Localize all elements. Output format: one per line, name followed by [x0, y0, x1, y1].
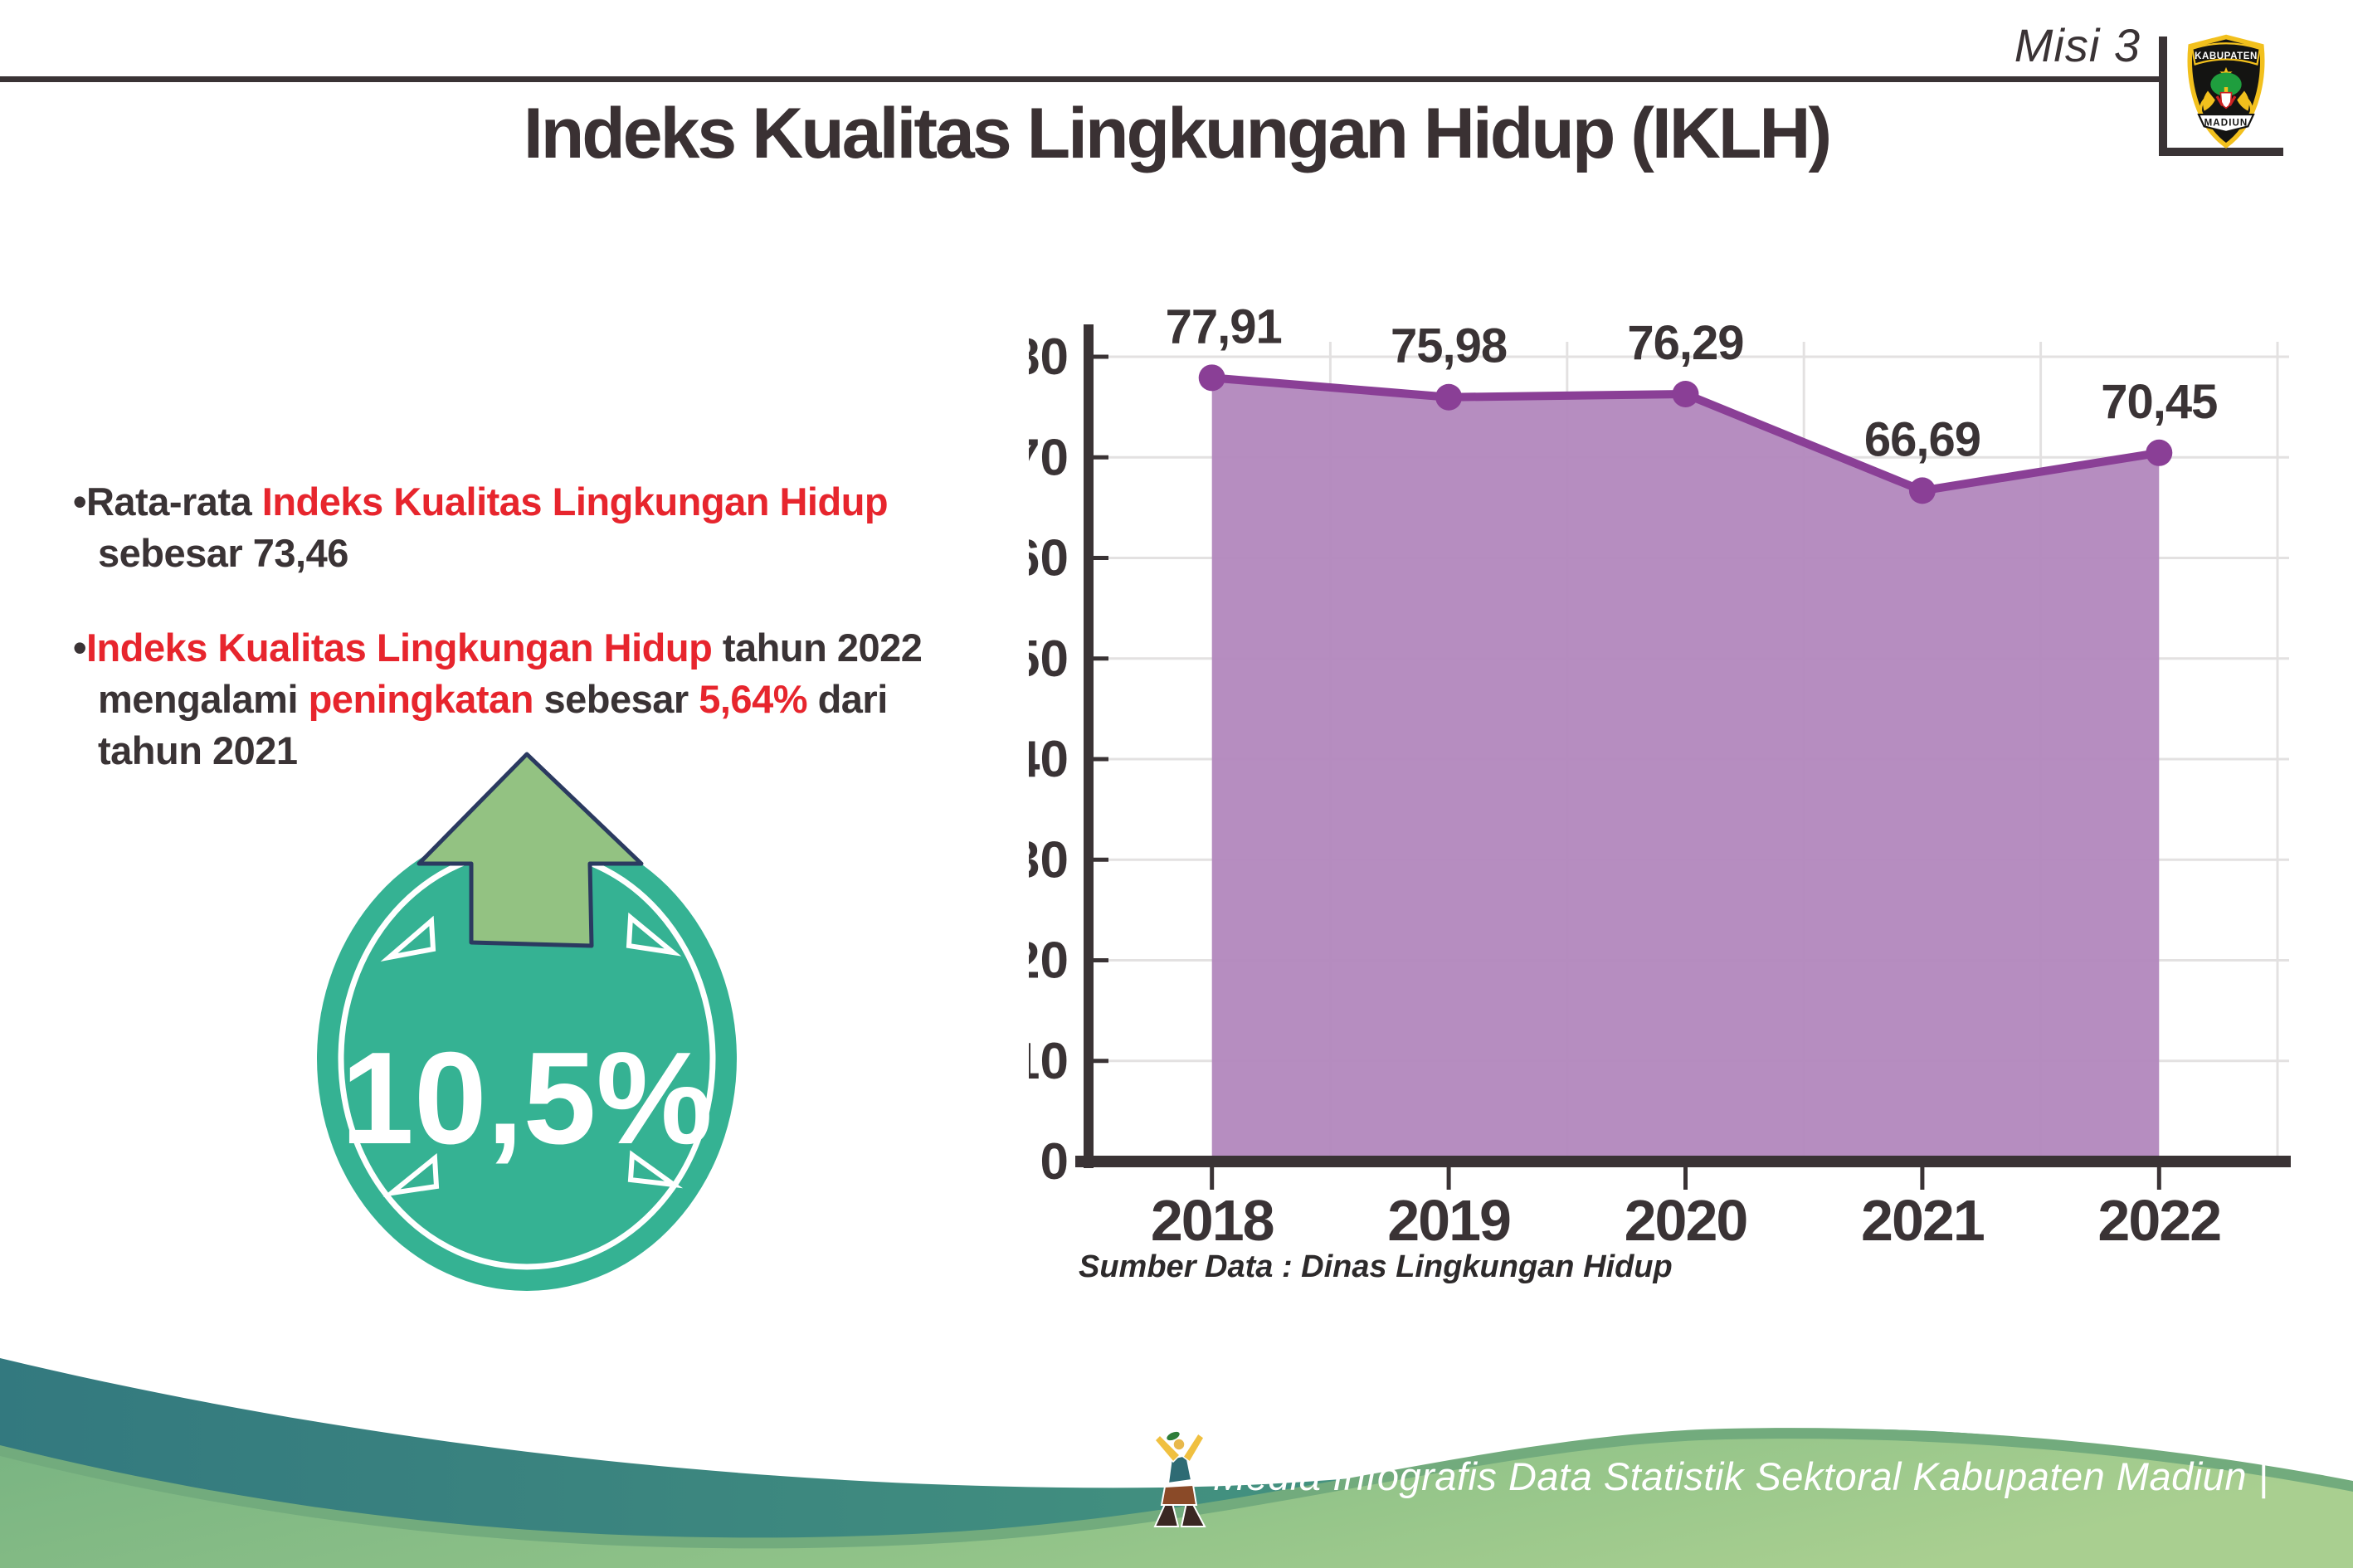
- badge-value: 10,5%: [341, 1025, 713, 1171]
- bullet-item-increase: •Indeks Kualitas Lingkungan Hidup tahun …: [73, 622, 990, 777]
- text-segment: peningkatan: [308, 677, 534, 722]
- kabupaten-madiun-logo-icon: KABUPATEN MADIUN: [2187, 34, 2265, 149]
- text-segment: tahun 2022 mengalami: [98, 626, 923, 722]
- text-segment: sebesar 73,46: [98, 531, 348, 576]
- text-segment: Indeks Kualitas Lingkungan Hidup: [85, 626, 713, 670]
- svg-text:76,29: 76,29: [1627, 316, 1743, 370]
- page-title: Indeks Kualitas Lingkungan Hidup (IKLH): [523, 94, 1832, 173]
- svg-text:40: 40: [1029, 731, 1069, 788]
- bullet-item-average: •Rata-rata Indeks Kualitas Lingkungan Hi…: [73, 476, 990, 579]
- svg-text:2019: 2019: [1387, 1188, 1510, 1253]
- misi-label: Misi 3: [2014, 19, 2141, 71]
- up-arrow-icon: [417, 752, 644, 948]
- text-segment: 5,64%: [699, 677, 808, 722]
- footer-wave: [0, 1358, 2353, 1568]
- svg-text:60: 60: [1029, 530, 1069, 587]
- svg-text:2018: 2018: [1151, 1188, 1274, 1253]
- svg-text:77,91: 77,91: [1166, 299, 1282, 353]
- increase-badge: 10,5%: [317, 752, 737, 1291]
- text-segment: •: [73, 480, 86, 523]
- svg-text:2020: 2020: [1625, 1188, 1747, 1253]
- svg-text:2022: 2022: [2097, 1188, 2220, 1253]
- svg-text:70,45: 70,45: [2101, 375, 2217, 429]
- mascot-icon: [1153, 1430, 1206, 1527]
- text-segment: Indeks Kualitas Lingkungan Hidup: [261, 480, 889, 523]
- svg-text:2021: 2021: [1861, 1188, 1984, 1253]
- header-rule: [0, 76, 2160, 82]
- text-segment: sebesar: [533, 677, 699, 722]
- svg-text:0: 0: [1040, 1133, 1069, 1191]
- svg-text:10: 10: [1029, 1033, 1069, 1090]
- svg-text:70: 70: [1029, 429, 1069, 486]
- svg-text:66,69: 66,69: [1864, 412, 1980, 466]
- footer-caption: Media Infografis Data Statistik Sektoral…: [1213, 1454, 2269, 1498]
- iklh-area-chart: 0 10 20 30 40 50 60 70 80 2018 2019 2020 2021 2022 77,…: [1029, 299, 2291, 1253]
- svg-text:75,98: 75,98: [1391, 319, 1507, 373]
- logo-frame-horizontal: [2159, 148, 2283, 156]
- svg-text:50: 50: [1029, 631, 1069, 688]
- logo-top-text: KABUPATEN: [2195, 51, 2258, 61]
- logo-bottom-text: MADIUN: [2204, 118, 2248, 128]
- text-segment: •: [73, 626, 86, 670]
- bullet-list: •Rata-rata Indeks Kualitas Lingkungan Hi…: [73, 476, 990, 820]
- logo-frame-vertical: [2159, 37, 2167, 155]
- chart-source-label: Sumber Data : Dinas Lingkungan Hidup: [1079, 1249, 1673, 1284]
- svg-text:80: 80: [1029, 329, 1069, 386]
- svg-text:30: 30: [1029, 831, 1069, 889]
- text-segment: dari tahun 2021: [98, 677, 888, 773]
- text-segment: Rata-rata: [85, 480, 262, 523]
- svg-text:20: 20: [1029, 933, 1069, 990]
